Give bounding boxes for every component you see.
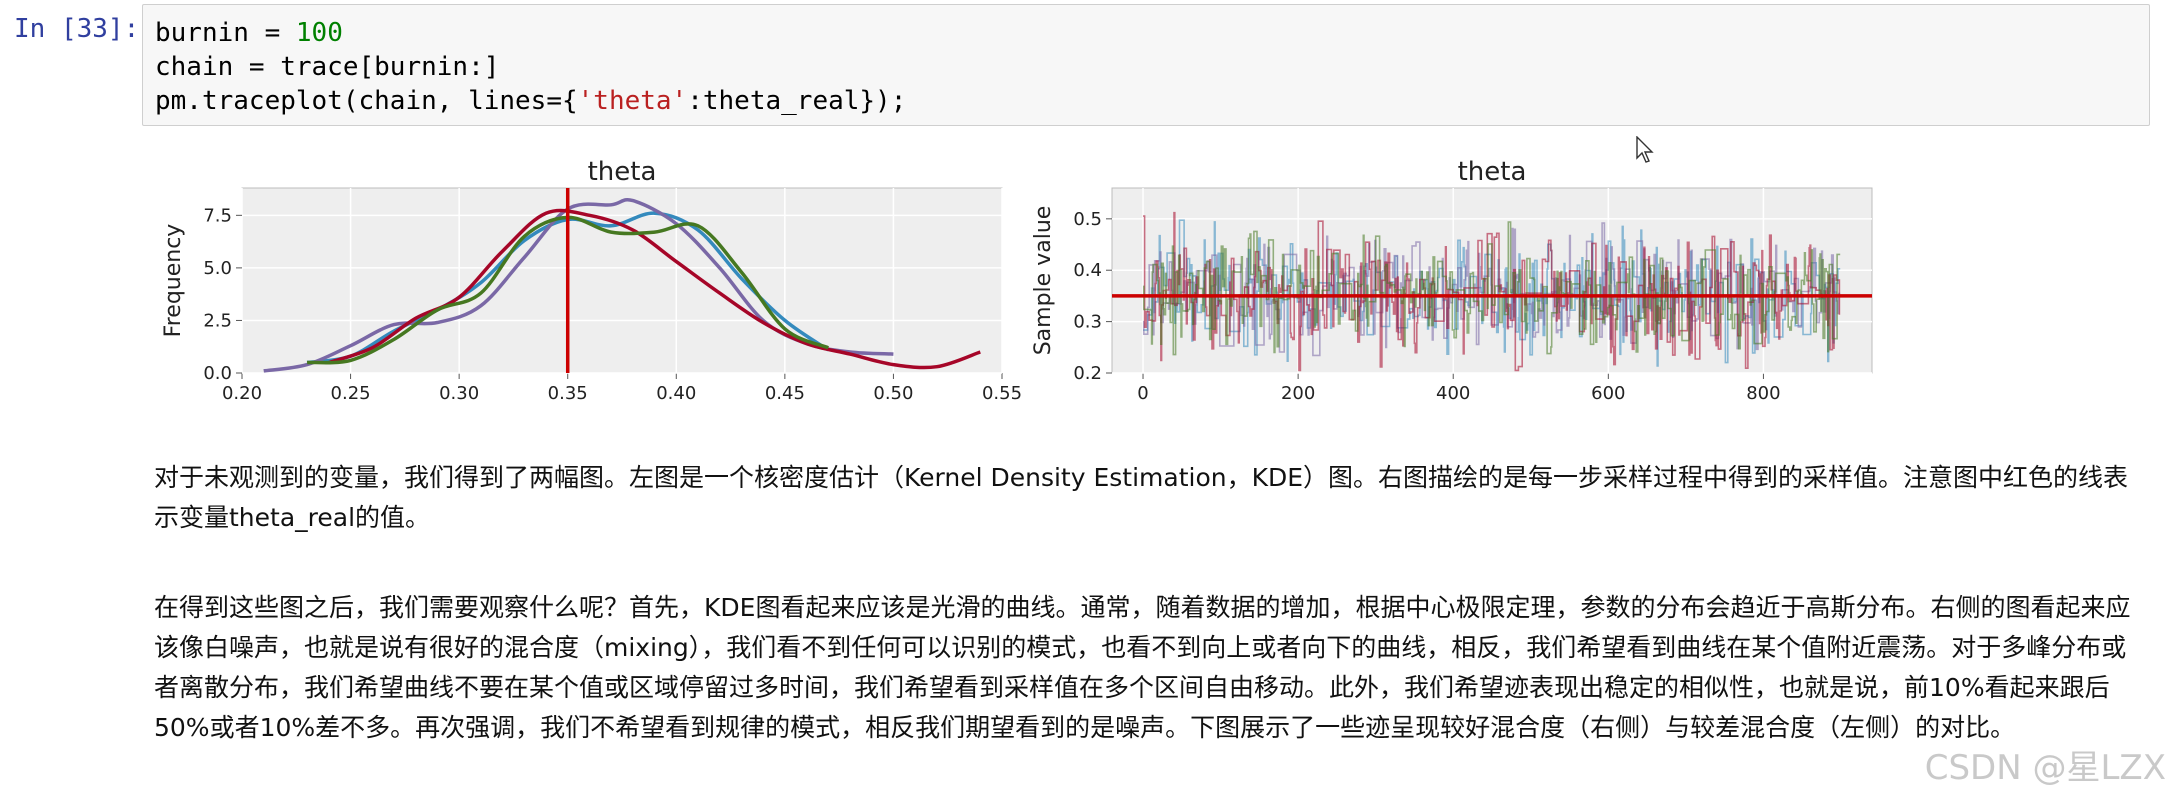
y-tick-label: 7.5 bbox=[203, 205, 232, 226]
y-tick-label: 2.5 bbox=[203, 310, 232, 331]
code-line-1: burnin = 100 bbox=[155, 18, 343, 48]
x-tick-label: 800 bbox=[1746, 383, 1780, 404]
watermark: CSDN @星LZX bbox=[1924, 748, 2166, 788]
y-tick-label: 0.5 bbox=[1073, 209, 1102, 230]
code-cell-input[interactable]: burnin = 100 chain = trace[burnin:] pm.t… bbox=[142, 4, 2150, 126]
x-tick-label: 0.35 bbox=[548, 383, 588, 404]
y-axis-label: Frequency bbox=[161, 224, 186, 338]
kde-plot: 0.20 0.25 0.30 0.35 0.40 0.45 0.50 0.55 0.0 2.5 5.… bbox=[161, 157, 1022, 404]
x-tick-label: 200 bbox=[1281, 383, 1315, 404]
x-tick-label: 0.30 bbox=[439, 383, 479, 404]
y-tick-label: 0.3 bbox=[1073, 312, 1102, 333]
chart-title: theta bbox=[1458, 157, 1527, 187]
cell-output: 0.20 0.25 0.30 0.35 0.40 0.45 0.50 0.55 0.0 2.5 5.… bbox=[142, 140, 1892, 430]
x-tick-label: 400 bbox=[1436, 383, 1470, 404]
x-tick-label: 0.50 bbox=[873, 383, 913, 404]
y-tick-label: 0.4 bbox=[1073, 260, 1102, 281]
trace-series-4 bbox=[1143, 221, 1841, 356]
y-tick-label: 0.2 bbox=[1073, 363, 1102, 384]
markdown-paragraph-2: 在得到这些图之后，我们需要观察什么呢？首先，KDE图看起来应该是光滑的曲线。通常… bbox=[154, 593, 2131, 742]
code-line-3: pm.traceplot(chain, lines={'theta':theta… bbox=[155, 86, 907, 116]
chart-title: theta bbox=[588, 157, 657, 187]
x-tick-label: 0 bbox=[1137, 383, 1148, 404]
trace-plot: 0 200 400 600 800 0.2 0.3 0.4 0.5 theta Sample val… bbox=[1031, 157, 1873, 404]
plot-area bbox=[241, 187, 1003, 374]
y-tick-label: 0.0 bbox=[203, 363, 232, 384]
x-tick-label: 0.45 bbox=[765, 383, 805, 404]
x-tick-label: 600 bbox=[1591, 383, 1625, 404]
x-tick-label: 0.25 bbox=[331, 383, 371, 404]
mouse-cursor-icon bbox=[1636, 136, 1654, 163]
y-axis-label: Sample value bbox=[1031, 206, 1056, 356]
x-tick-label: 0.20 bbox=[222, 383, 262, 404]
code-line-2: chain = trace[burnin:] bbox=[155, 52, 500, 82]
cell-prompt: In [33]: bbox=[14, 14, 140, 44]
markdown-paragraph-1: 对于未观测到的变量，我们得到了两幅图。左图是一个核密度估计（Kernel Den… bbox=[154, 463, 2129, 532]
x-tick-label: 0.55 bbox=[982, 383, 1022, 404]
x-tick-label: 0.40 bbox=[656, 383, 696, 404]
y-tick-label: 5.0 bbox=[203, 258, 232, 279]
